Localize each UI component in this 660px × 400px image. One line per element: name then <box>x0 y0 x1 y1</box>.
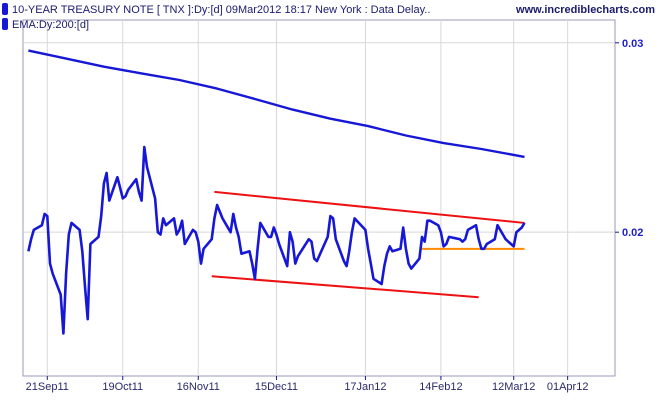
x-axis: 21Sep11 19Oct11 16Nov11 15Dec11 17Jan12 14Feb… <box>26 376 589 393</box>
x-tick-label: 16Nov11 <box>177 381 220 393</box>
x-tick-label: 12Mar12 <box>492 381 535 393</box>
ema-legend-label: EMA:Dy:200:[d] <box>12 19 89 31</box>
chart-title: 10-YEAR TREASURY NOTE [ TNX ]:Dy:[d] 09M… <box>12 4 430 16</box>
x-tick-label: 21Sep11 <box>26 381 69 393</box>
legend: 10-YEAR TREASURY NOTE [ TNX ]:Dy:[d] 09M… <box>2 3 430 31</box>
legend-swatch-price <box>2 3 8 15</box>
ema-series-line <box>28 49 525 159</box>
price-series-line <box>27 145 526 335</box>
series-lines <box>27 49 526 335</box>
trendline <box>211 275 479 299</box>
x-tick-label: 17Jan12 <box>344 381 386 393</box>
grid-lines <box>23 20 615 376</box>
trendline-annotations <box>211 190 525 299</box>
y-tick-label: 0.02 <box>622 227 643 239</box>
x-tick-label: 01Apr12 <box>547 381 589 393</box>
x-tick-label: 15Dec11 <box>255 381 298 393</box>
x-tick-label: 19Oct11 <box>102 381 143 393</box>
trendline <box>214 190 525 224</box>
y-tick-label: 0.03 <box>622 38 643 50</box>
site-watermark: www.incrediblecharts.com <box>515 4 655 16</box>
legend-swatch-ema <box>2 18 8 30</box>
x-tick-label: 14Feb12 <box>419 381 462 393</box>
plot-frame <box>22 19 616 377</box>
y-axis: 0.03 0.02 <box>615 38 643 239</box>
